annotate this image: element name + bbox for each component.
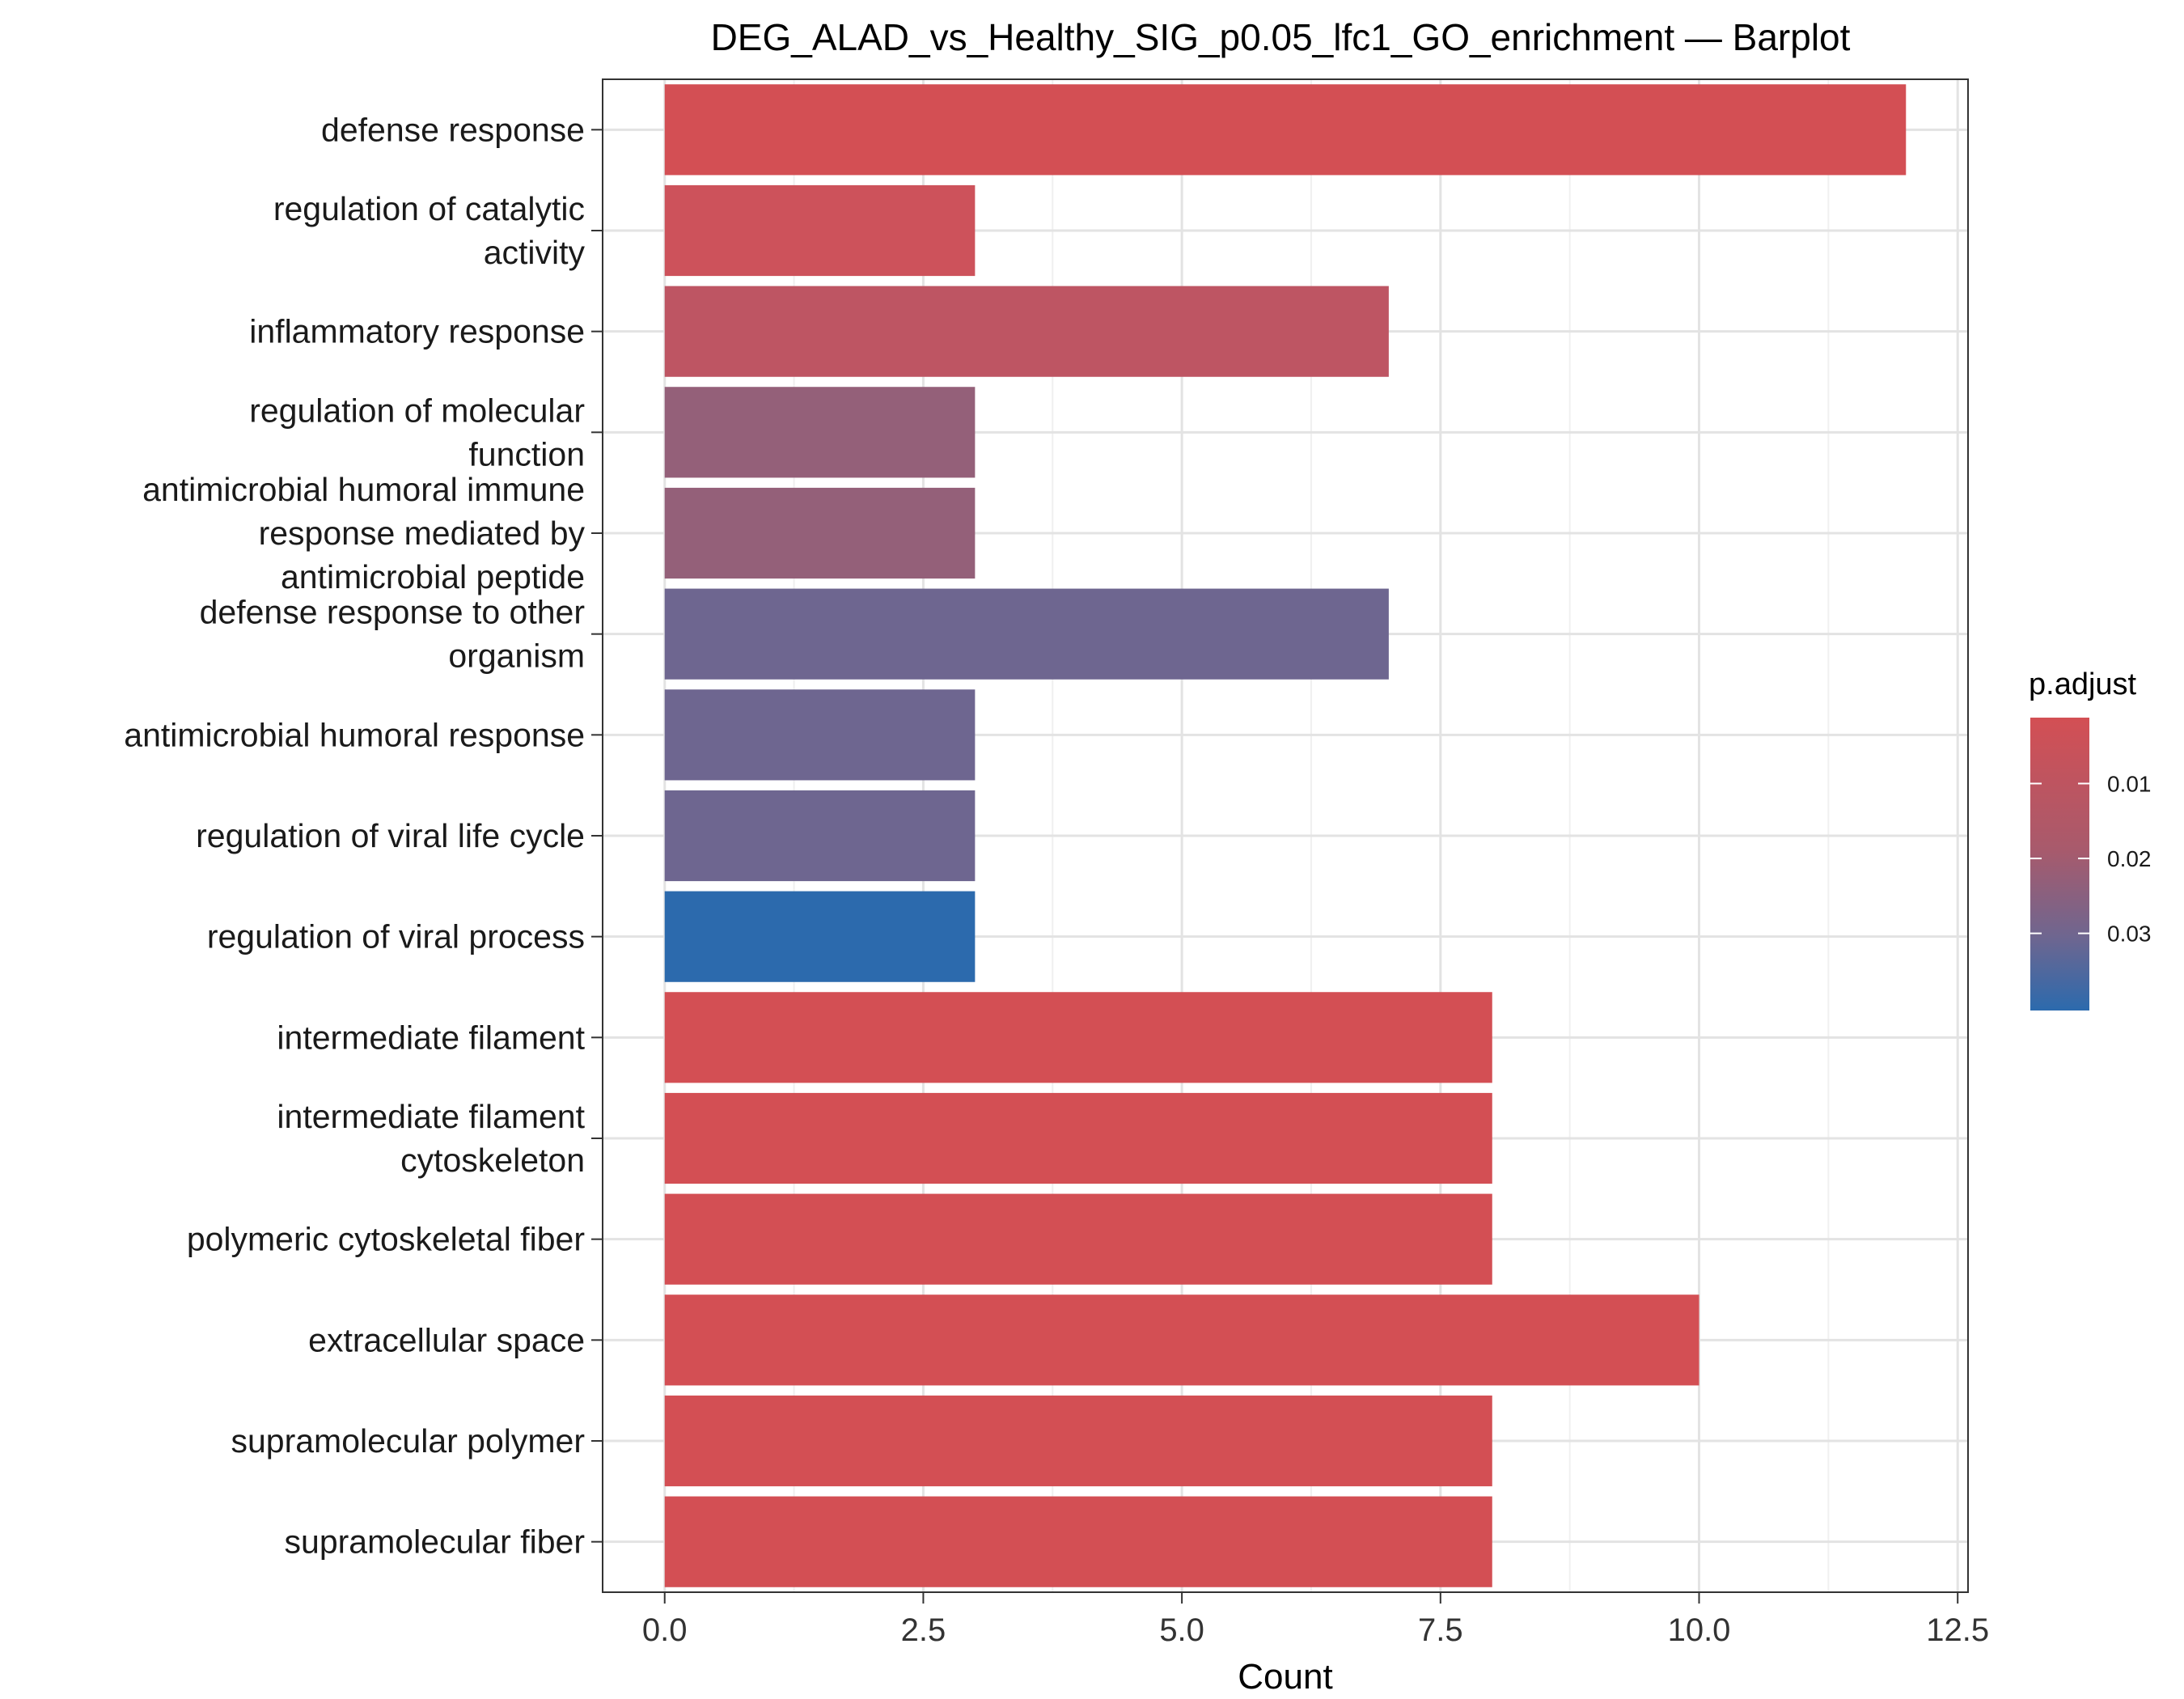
x-tick-label: 0.0 xyxy=(642,1612,688,1648)
category-label: regulation of catalytic activity xyxy=(273,190,586,271)
bar xyxy=(664,184,976,277)
category-label: supramolecular polymer xyxy=(231,1422,585,1460)
x-tick-label: 2.5 xyxy=(901,1612,946,1648)
category-label: intermediate filament xyxy=(277,1019,585,1056)
bar xyxy=(664,286,1389,377)
category-label: regulation of molecular function xyxy=(249,392,585,472)
bar xyxy=(664,84,1907,176)
category-label: defense response to other organism xyxy=(200,594,585,675)
category-label: regulation of viral life cycle xyxy=(196,817,585,854)
x-tick-label: 10.0 xyxy=(1668,1612,1731,1648)
bar xyxy=(664,891,976,982)
category-label: supramolecular fiber xyxy=(285,1523,585,1561)
bar xyxy=(664,790,976,882)
bar xyxy=(664,1193,1492,1285)
category-labels: defense response regulation of catalytic a… xyxy=(124,111,603,1561)
bar xyxy=(664,1092,1492,1184)
legend-tick-label: 0.02 xyxy=(2107,846,2152,871)
bar xyxy=(664,992,1492,1083)
x-tick-label: 5.0 xyxy=(1159,1612,1204,1648)
category-label: extracellular space xyxy=(308,1321,585,1358)
bar xyxy=(664,588,1389,680)
bar xyxy=(664,1395,1492,1487)
category-label: inflammatory response xyxy=(249,313,585,350)
bar xyxy=(664,387,976,478)
x-tick-label: 7.5 xyxy=(1418,1612,1463,1648)
bar xyxy=(664,1496,1492,1587)
category-label: intermediate filament cytoskeleton xyxy=(277,1098,585,1179)
category-label: regulation of viral process xyxy=(207,918,585,955)
category-label: defense response xyxy=(321,111,585,148)
x-tick-label: 12.5 xyxy=(1926,1612,1989,1648)
x-axis-title: Count xyxy=(1238,1657,1332,1697)
category-label: antimicrobial humoral response xyxy=(124,716,585,753)
chart-title: DEG_ALAD_vs_Healthy_SIG_p0.05_lfc1_GO_en… xyxy=(711,16,1851,58)
bar xyxy=(664,1294,1699,1386)
bars xyxy=(664,84,1907,1587)
legend-colorbar xyxy=(2030,718,2089,1011)
legend-tick-label: 0.03 xyxy=(2107,922,2152,947)
legend-title: p.adjust xyxy=(2029,667,2137,701)
legend-tick-label: 0.01 xyxy=(2107,771,2152,796)
legend-ticks: 0.01 0.02 0.03 xyxy=(2030,771,2152,947)
bar xyxy=(664,689,976,781)
x-axis-ticks: 0.0 2.5 5.0 7.5 10.0 12.5 xyxy=(642,1592,1989,1648)
bar xyxy=(664,487,976,579)
category-label: polymeric cytoskeletal fiber xyxy=(187,1221,585,1258)
color-legend: p.adjust 0.01 0.02 0.03 xyxy=(2029,667,2152,1011)
category-label: antimicrobial humoral immune response med… xyxy=(142,471,585,595)
